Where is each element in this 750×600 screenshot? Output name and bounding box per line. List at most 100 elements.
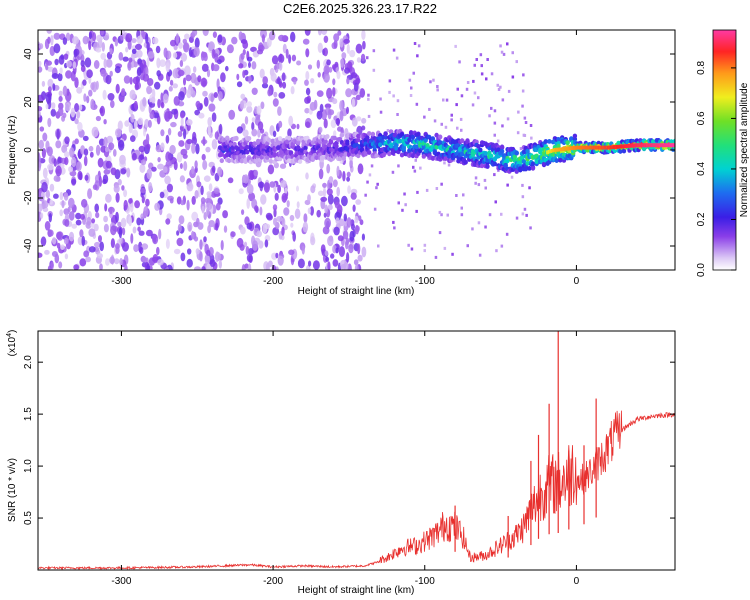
heatmap-sparse-cell (409, 94, 413, 97)
heatmap-noise-cell (86, 69, 93, 79)
heatmap-noise-cell (131, 52, 136, 61)
heatmap-noise-cell (223, 225, 228, 233)
heatmap-ridge-cell (432, 150, 437, 156)
heatmap-ridge-cell (246, 136, 252, 141)
heatmap-ridge-core (670, 143, 673, 148)
heatmap-noise-cell (88, 145, 94, 152)
heatmap-noise-cell (41, 148, 47, 159)
heatmap-sparse-cell (372, 49, 376, 53)
heatmap-noise-cell (103, 215, 108, 223)
heatmap-sparse-cell (517, 110, 520, 114)
heatmap-sparse-cell (501, 124, 504, 128)
heatmap-noise-cell (236, 73, 240, 81)
heatmap-noise-cell (75, 219, 82, 226)
heatmap-sparse-cell (388, 90, 391, 94)
heatmap-noise-cell (347, 185, 351, 194)
heatmap-noise-cell (86, 216, 92, 226)
heatmap-noise-cell (119, 154, 126, 165)
heatmap-noise-cell (49, 199, 53, 205)
heatmap-ridge-core (673, 143, 675, 148)
heatmap-noise-cell (117, 120, 123, 131)
heatmap-noise-cell (55, 165, 62, 177)
heatmap-noise-cell (62, 85, 68, 97)
heatmap-noise-cell (51, 251, 58, 257)
heatmap-noise-cell (309, 101, 317, 111)
heatmap-sparse-cell (480, 64, 483, 68)
heatmap-noise-cell (290, 222, 294, 228)
heatmap-noise-cell (82, 79, 87, 86)
heatmap-noise-cell (164, 175, 171, 185)
heatmap-noise-cell (56, 231, 62, 240)
heatmap-noise-cell (218, 91, 223, 102)
heatmap-noise-cell (278, 34, 285, 42)
heatmap-noise-cell (165, 160, 173, 167)
heatmap-noise-cell (296, 201, 300, 209)
heatmap-noise-cell (90, 82, 95, 91)
heatmap-ridge-core (602, 145, 604, 150)
heatmap-noise-cell (282, 81, 287, 89)
heatmap-noise-cell (296, 60, 302, 66)
heatmap-noise-cell (130, 60, 135, 69)
heatmap-ridge-cell (394, 142, 399, 148)
heatmap-noise-cell (320, 244, 326, 254)
heatmap-noise-cell (180, 52, 188, 62)
heatmap-noise-cell (194, 160, 198, 169)
heatmap-ridge-cell (423, 138, 428, 143)
heatmap-ridge-cell (319, 155, 325, 161)
heatmap-ridge-core (655, 143, 657, 148)
heatmap-noise-cell (323, 47, 328, 57)
heatmap-noise-cell (209, 259, 216, 267)
y-tick-label: 0.5 (23, 511, 34, 525)
heatmap-sparse-cell (460, 213, 464, 217)
heatmap-noise-cell (47, 265, 52, 270)
heatmap-sparse-cell (523, 134, 527, 137)
heatmap-noise-cell (173, 96, 180, 106)
heatmap-noise-cell (168, 86, 173, 92)
heatmap-noise-cell (58, 261, 63, 269)
heatmap-noise-cell (323, 118, 328, 129)
heatmap-ridge-cell (270, 138, 275, 144)
heatmap-noise-cell (47, 36, 51, 44)
heatmap-noise-cell (155, 144, 162, 153)
heatmap-noise-cell (261, 34, 265, 43)
heatmap-noise-cell (190, 72, 197, 84)
heatmap-noise-cell (139, 163, 146, 173)
heatmap-noise-cell (186, 182, 194, 192)
heatmap-noise-cell (121, 185, 125, 191)
heatmap-noise-cell (120, 168, 127, 175)
heatmap-noise-cell (204, 198, 212, 204)
heatmap-noise-cell (353, 82, 359, 92)
heatmap-noise-cell (154, 81, 161, 90)
heatmap-noise-cell (81, 235, 86, 247)
heatmap-noise-cell (327, 204, 333, 211)
heatmap-sparse-cell (450, 118, 453, 122)
heatmap-noise-cell (361, 233, 365, 241)
heatmap-noise-cell (169, 79, 174, 86)
heatmap-ridge-core (621, 144, 624, 149)
x-tick-label: -200 (263, 276, 283, 287)
heatmap-noise-cell (246, 105, 253, 113)
heatmap-sparse-cell (495, 249, 498, 253)
heatmap-noise-cell (148, 182, 153, 193)
heatmap-noise-cell (88, 89, 93, 97)
heatmap-noise-cell (324, 103, 332, 109)
heatmap-sparse-cell (500, 244, 504, 248)
heatmap-noise-cell (330, 119, 337, 129)
heatmap-ridge-cell (519, 155, 525, 160)
heatmap-noise-cell (264, 239, 269, 248)
heatmap-sparse-cell (435, 187, 439, 190)
heatmap-ridge-core (547, 149, 550, 154)
heatmap-noise-cell (94, 241, 101, 248)
heatmap-noise-cell (240, 226, 246, 235)
heatmap-noise-cell (215, 222, 219, 231)
heatmap-noise-cell (304, 96, 311, 104)
heatmap-noise-cell (265, 212, 273, 220)
heatmap-noise-cell (195, 248, 200, 255)
y-tick-label: 1.5 (23, 407, 34, 421)
heatmap-noise-cell (91, 218, 96, 224)
heatmap-ridge-core (629, 143, 632, 148)
snr-panel: -300 -200 -100 0 0.5 1.0 1.5 2.0 Height of str… (6, 330, 676, 596)
heatmap-sparse-cell (510, 175, 514, 179)
heatmap-noise-cell (342, 230, 349, 240)
heatmap-noise-cell (261, 83, 269, 89)
